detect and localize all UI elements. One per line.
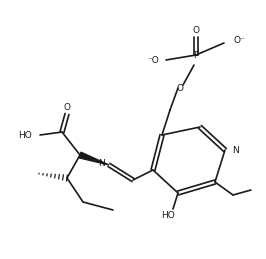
Text: P: P xyxy=(193,51,199,60)
Text: O: O xyxy=(64,103,70,112)
Text: O: O xyxy=(193,25,200,34)
Text: O⁻: O⁻ xyxy=(233,35,245,45)
Text: HO: HO xyxy=(18,131,32,140)
Text: ⁻O: ⁻O xyxy=(147,55,159,64)
Text: HO: HO xyxy=(161,212,175,220)
Text: O: O xyxy=(177,83,184,92)
Text: N: N xyxy=(98,159,105,168)
Polygon shape xyxy=(79,152,109,165)
Text: N: N xyxy=(232,146,239,155)
